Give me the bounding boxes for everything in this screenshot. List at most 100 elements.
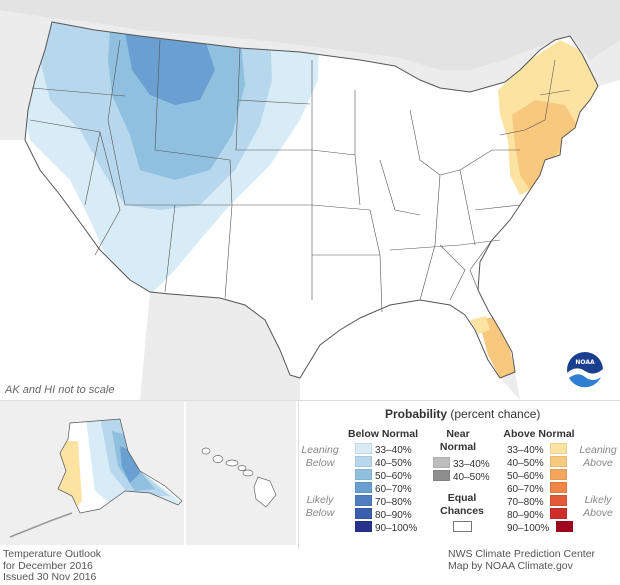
legend-row: 33–40% bbox=[355, 443, 417, 456]
credit-caption-line1: NWS Climate Prediction Center bbox=[448, 548, 596, 560]
legend-row-label: 70–80% bbox=[375, 497, 412, 508]
equal-chances-line2: Chances bbox=[440, 505, 484, 517]
below-normal-heading: Below Normal bbox=[347, 428, 418, 440]
legend-row: 33–40% bbox=[433, 457, 490, 470]
outlook-caption: Temperature Outlook for December 2016 Is… bbox=[3, 548, 102, 584]
legend-title: Probability (percent chance) bbox=[385, 407, 540, 421]
noaa-logo-graphic: NOAA bbox=[567, 352, 603, 389]
legend-row: 60–70% bbox=[507, 482, 576, 495]
legend-row-label: 33–40% bbox=[375, 445, 412, 456]
legend-row-label: 60–70% bbox=[375, 484, 412, 495]
legend-row-label: 90–100% bbox=[507, 523, 550, 534]
legend-row-label: 40–50% bbox=[375, 458, 412, 469]
legend-row: 40–50% bbox=[507, 456, 576, 469]
legend-swatch bbox=[550, 495, 568, 506]
legend-row: 80–90% bbox=[355, 508, 417, 521]
legend-swatch bbox=[550, 469, 568, 480]
pacific-ocean bbox=[0, 140, 150, 400]
likely-below-label: Likely Below bbox=[299, 494, 341, 520]
below-60-70-region bbox=[125, 32, 215, 105]
legend-row-label: 33–40% bbox=[453, 459, 490, 470]
likely-above-line1: Likely bbox=[584, 494, 612, 506]
leaning-above-line1: Leaning bbox=[579, 444, 617, 456]
us-outline bbox=[24, 21, 599, 379]
legend: Probability (percent chance) Below Norma… bbox=[298, 401, 620, 549]
leaning-above-line2: Above bbox=[583, 457, 613, 469]
florida-above-region bbox=[478, 318, 515, 378]
leaning-below-line1: Leaning bbox=[301, 444, 339, 456]
florida-leaning-region bbox=[470, 316, 490, 334]
likely-above-label: Likely Above bbox=[577, 494, 619, 520]
scale-note: AK and HI not to scale bbox=[5, 384, 115, 396]
legend-swatch bbox=[556, 521, 574, 532]
legend-row-label: 90–100% bbox=[375, 523, 418, 534]
legend-swatch bbox=[433, 470, 450, 481]
near-normal-heading: Near Normal bbox=[429, 428, 487, 454]
legend-row: 33–40% bbox=[507, 443, 576, 456]
hawaii-map-graphic bbox=[201, 447, 277, 508]
leaning-below-label: Leaning Below bbox=[299, 444, 341, 470]
alaska-inset bbox=[0, 401, 184, 545]
noaa-logo-text: NOAA bbox=[575, 359, 595, 366]
outlook-caption-line1: Temperature Outlook bbox=[3, 548, 102, 560]
equal-chances-line1: Equal bbox=[447, 492, 477, 504]
near-normal-line2: Normal bbox=[439, 441, 477, 453]
state-borders bbox=[29, 39, 571, 313]
legend-swatch bbox=[355, 443, 372, 454]
conus-map bbox=[0, 0, 620, 400]
legend-row-label: 40–50% bbox=[453, 472, 490, 483]
legend-swatch bbox=[355, 456, 372, 467]
legend-row-label: 80–90% bbox=[507, 510, 544, 521]
outlook-caption-line2: for December 2016 bbox=[3, 559, 93, 572]
legend-row-label: 60–70% bbox=[507, 484, 544, 495]
legend-row-label: 33–40% bbox=[507, 445, 544, 456]
panel-divider bbox=[0, 400, 620, 401]
legend-row-label: 70–80% bbox=[507, 497, 544, 508]
legend-title-bold: Probability bbox=[385, 407, 448, 421]
equal-chances-swatch bbox=[453, 521, 472, 532]
equal-chances-heading: Equal Chances bbox=[433, 492, 491, 518]
above-normal-heading: Above Normal bbox=[503, 428, 575, 440]
likely-above-line2: Above bbox=[583, 507, 613, 519]
legend-row: 70–80% bbox=[355, 495, 417, 508]
hawaii-inset bbox=[186, 401, 296, 545]
legend-row-label: 50–60% bbox=[507, 471, 544, 482]
legend-row-label: 40–50% bbox=[507, 458, 544, 469]
legend-swatch bbox=[355, 469, 372, 480]
atlantic-ocean bbox=[478, 80, 620, 400]
legend-row-label: 80–90% bbox=[375, 510, 412, 521]
above-40-50-region bbox=[512, 100, 580, 190]
likely-below-line2: Below bbox=[305, 507, 335, 519]
below-normal-list: 33–40% 40–50% 50–60% 60–70% 70–80% 80–90… bbox=[355, 443, 417, 534]
credit-caption-line2: Map by NOAA Climate.gov bbox=[448, 559, 573, 572]
legend-title-rest: (percent chance) bbox=[447, 407, 541, 421]
legend-row: 50–60% bbox=[507, 469, 576, 482]
outlook-caption-line3: Issued 30 Nov 2016 bbox=[3, 571, 97, 583]
legend-swatch bbox=[550, 443, 568, 454]
legend-row: 50–60% bbox=[355, 469, 417, 482]
leaning-below-line2: Below bbox=[305, 457, 335, 469]
canada-region bbox=[0, 0, 620, 70]
legend-swatch bbox=[550, 482, 568, 493]
legend-swatch bbox=[550, 508, 568, 519]
legend-swatch bbox=[355, 508, 372, 519]
legend-row: 70–80% bbox=[507, 495, 576, 508]
legend-swatch bbox=[550, 456, 568, 467]
legend-swatch bbox=[355, 482, 372, 493]
noaa-logo: NOAA bbox=[566, 351, 604, 389]
conus-map-graphic bbox=[0, 0, 620, 400]
legend-row-label: 50–60% bbox=[375, 471, 412, 482]
near-normal-line1: Near bbox=[446, 428, 470, 440]
legend-row: 60–70% bbox=[355, 482, 417, 495]
near-normal-list: 33–40% 40–50% bbox=[433, 457, 490, 483]
legend-row: 90–100% bbox=[355, 521, 417, 534]
above-normal-list: 33–40% 40–50% 50–60% 60–70% 70–80% 80–90… bbox=[507, 443, 576, 534]
legend-row: 80–90% bbox=[507, 508, 576, 521]
gulf-of-mexico bbox=[300, 300, 520, 400]
legend-swatch bbox=[355, 521, 372, 532]
credit-caption: NWS Climate Prediction Center Map by NOA… bbox=[448, 548, 596, 572]
legend-row: 40–50% bbox=[355, 456, 417, 469]
leaning-above-label: Leaning Above bbox=[577, 444, 619, 470]
alaska-map-graphic bbox=[9, 418, 183, 538]
legend-row: 90–100% bbox=[507, 521, 576, 534]
